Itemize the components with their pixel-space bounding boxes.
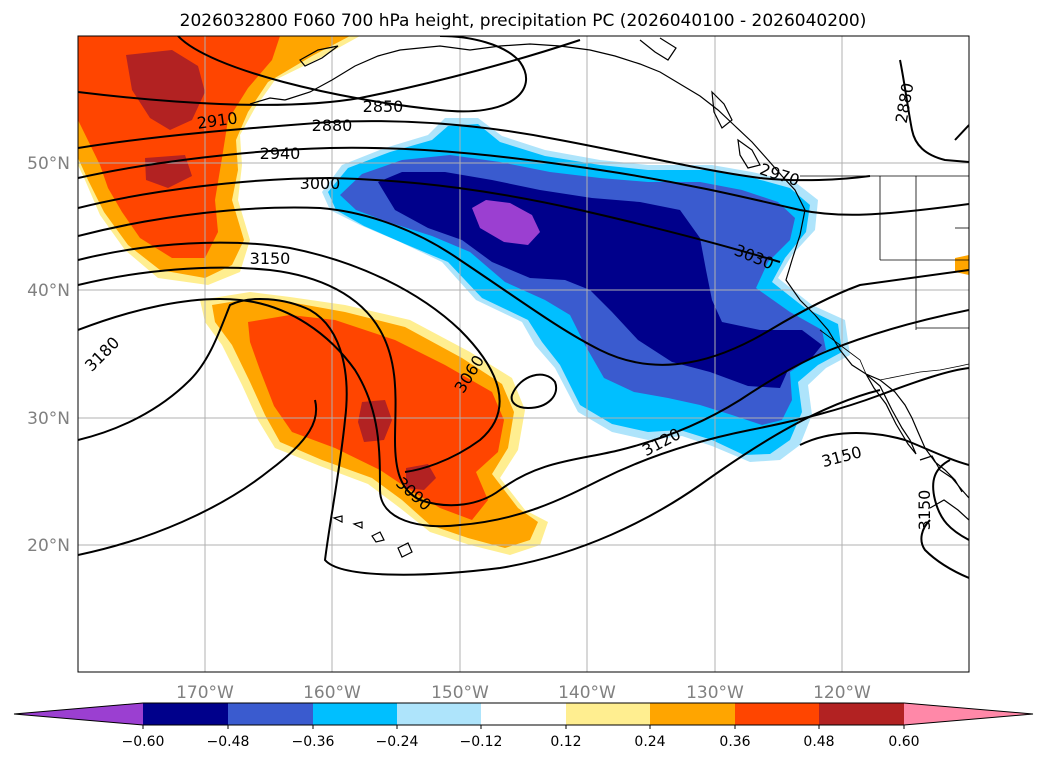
lon-label: 170°W [176,683,234,703]
colorbar-segment [143,703,228,725]
latitude-axis-labels: 50°N 40°N 30°N 20°N [27,154,70,556]
contour-label-3000: 3000 [300,174,341,193]
political-borders [800,175,969,381]
colorbar-segment [228,703,313,725]
colorbar-extend-low [14,703,143,725]
lat-label: 40°N [27,281,70,301]
figure-title: 2026032800 F060 700 hPa height, precipit… [180,11,867,31]
colorbar-tick-label: 0.60 [888,734,919,750]
colorbar-segment [650,703,735,725]
colorbar-ticks [142,725,905,729]
colorbar-tick-label: 0.48 [803,734,834,750]
colorbar-segment [735,703,819,725]
colorbar-segment [313,703,397,725]
colorbar: −0.60 −0.48 −0.36 −0.24 −0.12 0.12 0.24 … [13,702,1034,750]
lon-label: 160°W [303,683,361,703]
lon-label: 130°W [686,683,744,703]
colorbar-segment [397,703,481,725]
lon-label: 150°W [431,683,489,703]
contour-label-2880: 2880 [312,116,353,135]
colorbar-tick-label: −0.36 [292,734,335,750]
colorbar-segment [481,703,566,725]
lat-label: 50°N [27,154,70,174]
colorbar-tick-label: −0.24 [376,734,419,750]
colorbar-segment [819,703,904,725]
height-contours [78,36,969,579]
lon-label: 140°W [558,683,616,703]
lat-label: 30°N [27,409,70,429]
colorbar-tick-label: 0.12 [550,734,581,750]
coastlines [249,37,969,558]
colorbar-tick-label: 0.24 [634,734,665,750]
colorbar-tick-label: −0.60 [122,734,165,750]
colorbar-segment [566,703,650,725]
contour-label-3150-mexico: 3150 [915,490,934,531]
contour-label-2850: 2850 [363,97,404,116]
longitude-axis-labels: 170°W 160°W 150°W 140°W 130°W 120°W [176,683,871,703]
map-area: 2850 2880 2880 2910 2940 2970 3000 3030 … [78,36,969,672]
colorbar-tick-label: 0.36 [719,734,750,750]
contour-label-2940: 2940 [260,144,301,163]
contour-label-3150-west: 3150 [250,249,291,268]
colorbar-extend-high [904,703,1033,725]
graticule [78,36,969,672]
map-frame [77,35,970,673]
colorbar-tick-label: −0.48 [207,734,250,750]
lon-label: 120°W [813,683,871,703]
lat-label: 20°N [27,536,70,556]
colorbar-tick-label: −0.12 [460,734,503,750]
